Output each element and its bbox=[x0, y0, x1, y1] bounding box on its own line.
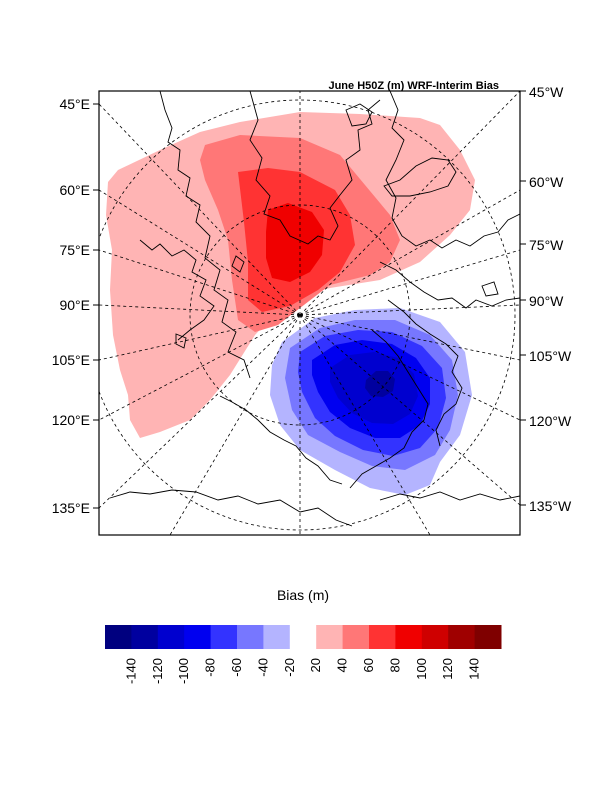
colorbar-box bbox=[105, 625, 132, 649]
colorbar-box bbox=[395, 625, 423, 649]
colorbar-box bbox=[342, 625, 370, 649]
left-axis-label: 45°E bbox=[59, 96, 90, 112]
right-axis-label: 75°W bbox=[529, 237, 564, 253]
left-axis-label: 75°E bbox=[59, 242, 90, 258]
colorbar-title: Bias (m) bbox=[277, 587, 329, 603]
right-axis-label: 120°W bbox=[529, 413, 572, 429]
colorbar-tick-label: -120 bbox=[150, 658, 165, 684]
chart-title: June H50Z (m) WRF-Interim Bias bbox=[328, 80, 499, 92]
right-axis-label: 45°W bbox=[529, 84, 564, 100]
colorbar-box bbox=[210, 625, 238, 649]
colorbar-tick-label: 100 bbox=[414, 658, 429, 680]
colorbar-tick-label: -60 bbox=[229, 658, 244, 677]
colorbar-tick-label: -80 bbox=[203, 658, 218, 677]
colorbar-box bbox=[421, 625, 449, 649]
right-axis-label: 90°W bbox=[529, 293, 564, 309]
colorbar-tick-label: 80 bbox=[387, 658, 402, 672]
right-axis-label: 135°W bbox=[529, 498, 572, 514]
colorbar-tick-label: -100 bbox=[176, 658, 191, 684]
colorbar-box bbox=[157, 625, 185, 649]
colorbar-box bbox=[369, 625, 396, 649]
colorbar bbox=[105, 625, 502, 649]
coastlines bbox=[109, 91, 520, 527]
left-axis-label: 60°E bbox=[59, 182, 90, 198]
left-axis-label: 135°E bbox=[52, 500, 90, 516]
colorbar-box bbox=[448, 625, 476, 649]
colorbar-tick-label: 40 bbox=[335, 658, 350, 672]
colorbar-tick-label: 140 bbox=[467, 658, 482, 680]
colorbar-box bbox=[316, 625, 344, 649]
colorbar-tick-label: 120 bbox=[440, 658, 455, 680]
colorbar-box bbox=[474, 625, 502, 649]
positive-band-80 bbox=[266, 203, 324, 282]
colorbar-box bbox=[289, 625, 317, 649]
colorbar-box bbox=[263, 625, 291, 649]
colorbar-tick-label: -140 bbox=[123, 658, 138, 684]
left-axis: 45°E 60°E 75°E 90°E 105°E 120°E 135°E bbox=[52, 96, 99, 516]
plot-frame bbox=[98, 90, 521, 536]
colorbar-tick-label: 20 bbox=[308, 658, 323, 672]
left-axis-label: 120°E bbox=[52, 412, 90, 428]
colorbar-tick-label: -40 bbox=[255, 658, 270, 677]
right-axis: 45°W 60°W 75°W 90°W 105°W 120°W 135°W bbox=[520, 84, 572, 514]
colorbar-labels: -140 -120 -100 -80 -60 -40 -20 20 40 60 80 100 120 14… bbox=[123, 658, 481, 684]
colorbar-box bbox=[131, 625, 159, 649]
right-axis-label: 60°W bbox=[529, 174, 564, 190]
graticule bbox=[99, 91, 520, 535]
left-axis-label: 105°E bbox=[52, 352, 90, 368]
colorbar-tick-label: -20 bbox=[282, 658, 297, 677]
colorbar-box bbox=[184, 625, 212, 649]
right-axis-label: 105°W bbox=[529, 348, 572, 364]
map-plot bbox=[99, 91, 520, 535]
left-axis-label: 90°E bbox=[59, 297, 90, 313]
colorbar-tick-label: 60 bbox=[361, 658, 376, 672]
colorbar-box bbox=[237, 625, 264, 649]
